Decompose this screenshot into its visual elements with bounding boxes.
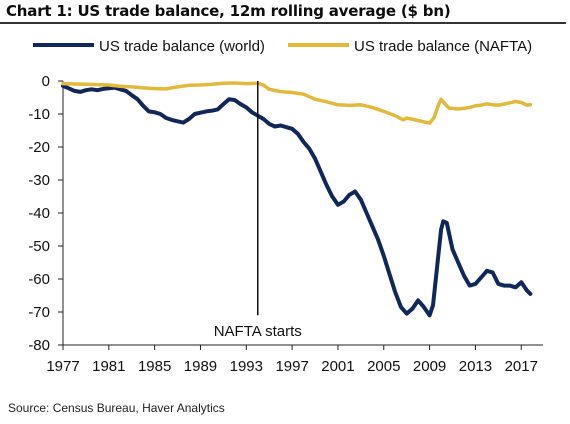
series-line-world bbox=[61, 83, 533, 318]
y-axis: 0 -10 -20 -30 -40 -50 -60 -70 -80 bbox=[28, 73, 64, 354]
annotation-layer: NAFTA starts bbox=[214, 81, 302, 340]
x-tick-label: 1997 bbox=[275, 358, 308, 375]
y-tick-label: -70 bbox=[28, 304, 50, 321]
legend-label-nafta: US trade balance (NAFTA) bbox=[354, 38, 532, 55]
y-tick-label: -30 bbox=[28, 172, 50, 189]
y-tick-label: 0 bbox=[42, 73, 50, 90]
plot-lines bbox=[61, 81, 533, 318]
y-tick-label: -50 bbox=[28, 238, 50, 255]
x-tick-label: 2017 bbox=[505, 358, 538, 375]
x-tick-label: 1989 bbox=[184, 358, 217, 375]
x-axis: 1977 1981 1985 1989 1993 1997 2001 2005 2009 2013… bbox=[46, 344, 543, 375]
x-tick-label: 1993 bbox=[230, 358, 263, 375]
chart-title: Chart 1: US trade balance, 12m rolling a… bbox=[6, 2, 451, 20]
y-tick-label: -60 bbox=[28, 271, 50, 288]
series-line-nafta bbox=[61, 81, 533, 125]
x-tick-label: 1981 bbox=[92, 358, 125, 375]
legend: US trade balance (world) US trade balanc… bbox=[33, 38, 532, 55]
x-tick-label: 2013 bbox=[459, 358, 492, 375]
x-tick-label: 2005 bbox=[367, 358, 400, 375]
y-tick-label: -40 bbox=[28, 205, 50, 222]
x-tick-label: 1985 bbox=[138, 358, 171, 375]
source-note: Source: Census Bureau, Haver Analytics bbox=[8, 401, 225, 415]
annotation-label: NAFTA starts bbox=[214, 323, 302, 340]
y-tick-label: -80 bbox=[28, 337, 50, 354]
x-tick-label: 1977 bbox=[46, 358, 79, 375]
x-tick-label: 2009 bbox=[413, 358, 446, 375]
title-underline bbox=[0, 22, 566, 24]
y-tick-label: -20 bbox=[28, 139, 50, 156]
y-tick-label: -10 bbox=[28, 106, 50, 123]
x-tick-label: 2001 bbox=[321, 358, 354, 375]
legend-label-world: US trade balance (world) bbox=[99, 38, 265, 55]
